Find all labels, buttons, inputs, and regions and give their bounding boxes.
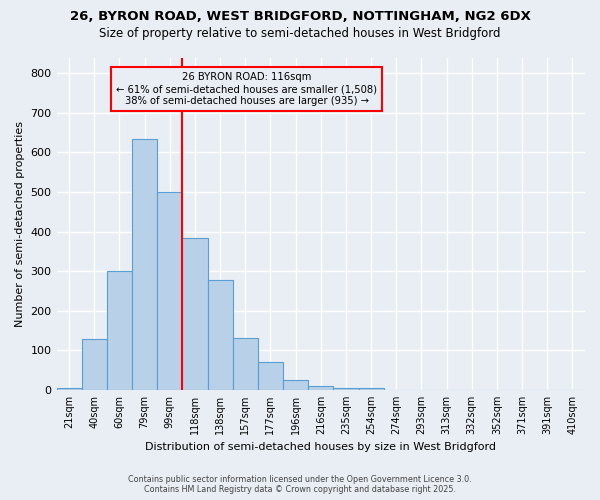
- Y-axis label: Number of semi-detached properties: Number of semi-detached properties: [15, 120, 25, 326]
- Text: 26, BYRON ROAD, WEST BRIDGFORD, NOTTINGHAM, NG2 6DX: 26, BYRON ROAD, WEST BRIDGFORD, NOTTINGH…: [70, 10, 530, 23]
- Bar: [82, 340, 107, 390]
- Bar: [334, 388, 359, 390]
- Bar: [157, 192, 182, 390]
- Text: Contains HM Land Registry data © Crown copyright and database right 2025.: Contains HM Land Registry data © Crown c…: [144, 485, 456, 494]
- Bar: [233, 338, 258, 390]
- Bar: [258, 362, 283, 390]
- Bar: [208, 280, 233, 390]
- Text: Size of property relative to semi-detached houses in West Bridgford: Size of property relative to semi-detach…: [99, 28, 501, 40]
- Bar: [182, 238, 208, 390]
- Bar: [283, 380, 308, 390]
- Text: Contains public sector information licensed under the Open Government Licence 3.: Contains public sector information licen…: [128, 474, 472, 484]
- Bar: [359, 388, 383, 390]
- Bar: [107, 271, 132, 390]
- Text: 26 BYRON ROAD: 116sqm
← 61% of semi-detached houses are smaller (1,508)
38% of s: 26 BYRON ROAD: 116sqm ← 61% of semi-deta…: [116, 72, 377, 106]
- Bar: [132, 138, 157, 390]
- Bar: [56, 388, 82, 390]
- X-axis label: Distribution of semi-detached houses by size in West Bridgford: Distribution of semi-detached houses by …: [145, 442, 496, 452]
- Bar: [308, 386, 334, 390]
